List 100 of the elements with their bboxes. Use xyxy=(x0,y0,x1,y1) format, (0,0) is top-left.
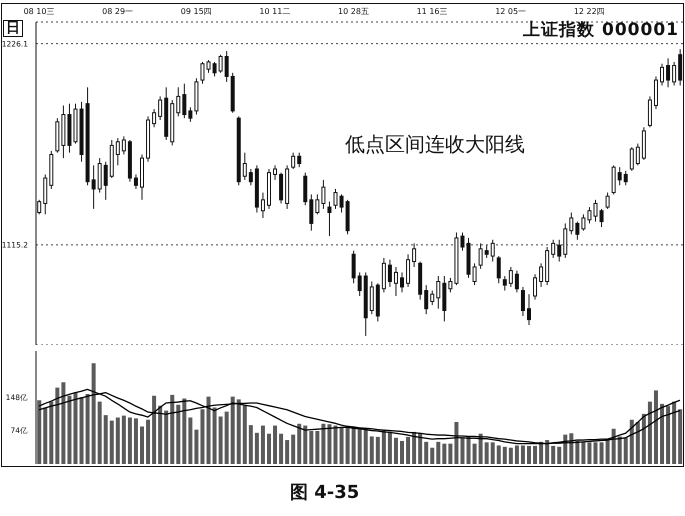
bar xyxy=(472,444,477,464)
bar xyxy=(254,432,259,464)
bar xyxy=(612,428,616,464)
bar xyxy=(382,430,386,464)
bar xyxy=(466,436,471,464)
bar xyxy=(394,438,398,464)
candlestick xyxy=(86,86,90,186)
bar xyxy=(376,436,380,464)
bar xyxy=(624,438,628,464)
bar xyxy=(43,408,48,464)
bar xyxy=(340,427,344,464)
bar xyxy=(315,431,320,464)
bar xyxy=(188,417,192,464)
x-tick-label: 08 29一 xyxy=(102,7,134,16)
bar xyxy=(146,420,150,464)
bar xyxy=(321,424,326,464)
bar xyxy=(581,442,586,464)
candlestick xyxy=(466,237,471,278)
bar xyxy=(648,402,652,464)
bar xyxy=(273,426,278,464)
bar xyxy=(551,446,556,464)
bar xyxy=(594,442,598,464)
caption: 图 4-35 xyxy=(290,482,360,503)
bar xyxy=(285,440,290,464)
candlestick xyxy=(80,101,84,162)
annotation: 低点区间连收大阳线 xyxy=(345,132,525,156)
bar xyxy=(67,396,72,464)
bar xyxy=(218,416,223,464)
bar xyxy=(327,424,332,464)
bar xyxy=(526,446,531,464)
bar xyxy=(116,417,120,464)
bar xyxy=(212,408,217,464)
candlestick xyxy=(260,192,265,218)
bar xyxy=(418,433,422,464)
bar xyxy=(73,392,78,464)
bar xyxy=(176,404,180,464)
bar xyxy=(182,398,186,464)
bar xyxy=(484,442,489,464)
bar xyxy=(164,410,168,464)
bar xyxy=(291,434,296,464)
candlestick xyxy=(424,284,428,315)
bar xyxy=(152,396,156,464)
bar xyxy=(400,440,404,464)
bar xyxy=(436,442,440,464)
candlestick xyxy=(242,152,247,180)
bar xyxy=(98,402,102,464)
bar xyxy=(508,448,513,464)
bar xyxy=(618,436,622,464)
bar xyxy=(430,448,434,464)
bar xyxy=(406,436,410,464)
bar xyxy=(242,406,247,464)
bar xyxy=(642,414,646,464)
x-tick-label: 12 05一 xyxy=(495,7,526,16)
bar xyxy=(170,394,174,464)
bar xyxy=(496,445,501,464)
bar xyxy=(569,433,574,464)
bar xyxy=(206,396,211,464)
bar xyxy=(61,382,66,464)
bar xyxy=(514,445,519,464)
bar xyxy=(660,404,664,464)
bar xyxy=(654,390,658,464)
bar xyxy=(502,446,507,464)
bar xyxy=(412,432,416,464)
bar xyxy=(92,363,96,464)
bar xyxy=(600,442,604,464)
bar xyxy=(636,422,640,464)
candlestick xyxy=(678,48,682,86)
bar xyxy=(140,426,144,464)
bar xyxy=(678,409,682,464)
bar xyxy=(490,442,495,464)
candlestick xyxy=(526,294,531,326)
candlestick xyxy=(61,104,66,159)
bar xyxy=(334,426,338,464)
bar xyxy=(575,440,580,464)
candlestick xyxy=(321,179,326,210)
bar xyxy=(134,418,138,464)
bar xyxy=(672,402,676,464)
bar xyxy=(666,406,670,464)
bar xyxy=(279,434,284,464)
candlestick xyxy=(436,276,440,310)
candlestick xyxy=(412,242,416,268)
candlestick xyxy=(394,266,398,297)
candlestick xyxy=(116,138,120,166)
bar xyxy=(158,406,162,464)
candlestick xyxy=(104,161,108,200)
bar xyxy=(442,444,446,464)
bar xyxy=(236,399,241,464)
bar xyxy=(352,426,356,464)
bar xyxy=(80,397,84,464)
bar xyxy=(55,388,60,464)
bar xyxy=(248,425,253,464)
bar xyxy=(478,434,483,464)
x-tick-label: 08 10三 xyxy=(24,7,54,16)
x-tick-label: 09 15四 xyxy=(180,7,212,16)
bar xyxy=(388,432,392,464)
bar xyxy=(606,438,610,464)
candlestick xyxy=(382,257,386,293)
bar xyxy=(364,428,368,464)
bar xyxy=(370,436,374,464)
bar xyxy=(358,427,362,464)
